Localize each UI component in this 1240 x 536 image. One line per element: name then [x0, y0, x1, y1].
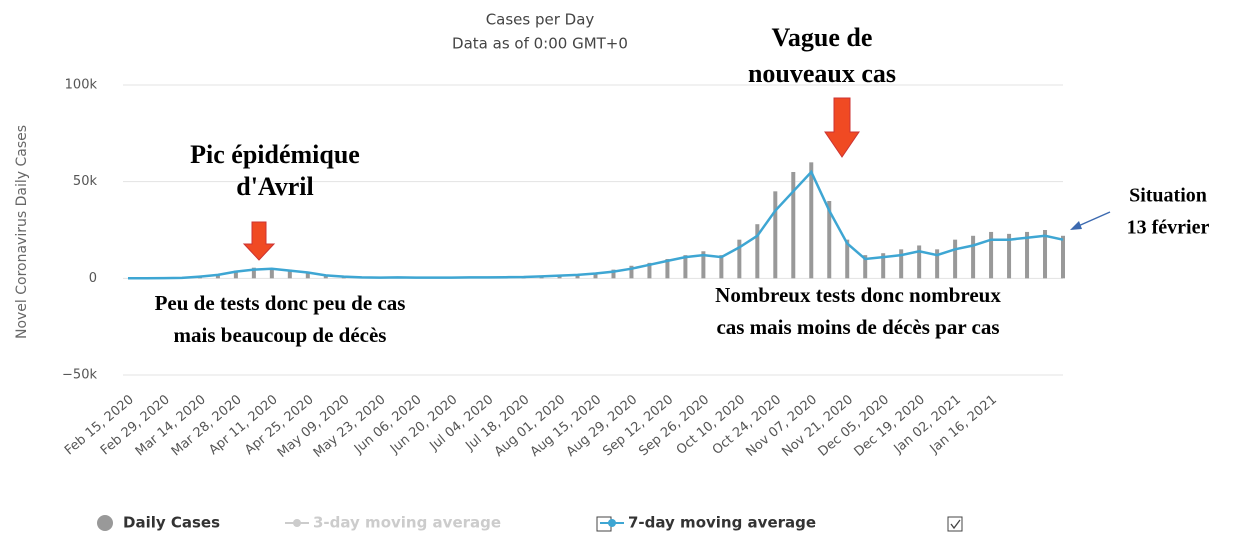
bar: [845, 239, 850, 279]
annotation: cas mais moins de décès par cas: [716, 315, 999, 339]
arrow: [1070, 221, 1082, 230]
y-tick-label: 50k: [73, 174, 98, 189]
bar: [719, 255, 724, 279]
arrow: [1075, 211, 1111, 228]
legend-check: [950, 519, 961, 530]
bar: [575, 274, 580, 279]
annotation: Nombreux tests donc nombreux: [715, 283, 1001, 307]
annotation: d'Avril: [236, 172, 314, 201]
bar: [863, 255, 868, 279]
bar: [665, 259, 670, 279]
bar: [809, 162, 814, 279]
legend-marker: [608, 519, 616, 527]
chart-subtitle: Data as of 0:00 GMT+0: [452, 35, 628, 53]
bar: [215, 274, 220, 279]
bar: [953, 239, 958, 279]
bar: [593, 272, 598, 279]
annotation: Situation: [1129, 185, 1207, 207]
y-tick-label: 0: [89, 271, 97, 286]
y-tick-label: 100k: [65, 78, 98, 93]
bar: [1007, 233, 1012, 279]
bar: [683, 255, 688, 279]
bar: [737, 239, 742, 279]
bar: [1043, 230, 1048, 279]
bar: [881, 253, 886, 279]
bar: [323, 275, 328, 279]
bar: [611, 269, 616, 279]
bar: [1061, 235, 1065, 279]
bar: [935, 249, 940, 279]
bar: [305, 272, 310, 279]
bar: [647, 262, 652, 279]
bar: [899, 249, 904, 279]
bar: [971, 235, 976, 279]
arrow: [242, 221, 276, 261]
line: [128, 169, 1064, 280]
bar: [701, 251, 706, 279]
y-tick-label: −50k: [62, 368, 97, 383]
bar: [827, 201, 832, 279]
chart-title: Cases per Day: [486, 11, 595, 29]
legend-marker: [97, 515, 113, 531]
annotation: Peu de tests donc peu de cas: [155, 291, 406, 315]
bar: [269, 268, 274, 279]
bar: [233, 270, 238, 279]
legend-checkbox: [947, 516, 963, 532]
y-axis-label: Novel Coronavirus Daily Cases: [14, 125, 30, 339]
legend-label: Daily Cases: [123, 514, 220, 532]
legend-label: 7-day moving average: [628, 514, 816, 532]
legend-marker: [293, 519, 301, 527]
bar: [773, 191, 778, 279]
annotation: 13 février: [1127, 217, 1210, 239]
arrow: [824, 97, 860, 158]
annotation: Vague de: [772, 23, 873, 52]
legend-label: 3-day moving average: [313, 514, 501, 532]
bar: [1025, 231, 1030, 279]
bar: [287, 269, 292, 279]
bar: [989, 231, 994, 279]
bar: [791, 172, 796, 279]
bar: [755, 224, 760, 279]
bar: [251, 267, 256, 279]
annotation: mais beaucoup de décès: [174, 323, 387, 347]
bar: [629, 265, 634, 279]
annotation: nouveaux cas: [748, 59, 896, 88]
bar: [917, 245, 922, 279]
annotation: Pic épidémique: [190, 140, 360, 169]
